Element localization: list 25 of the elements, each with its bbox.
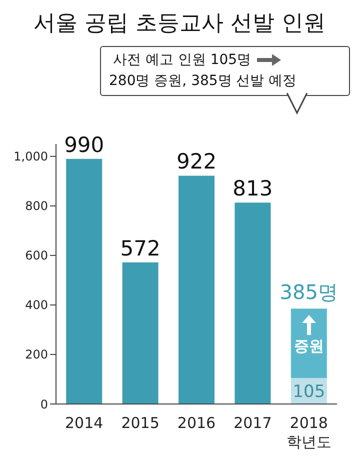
annotation: 증원 [294,337,324,356]
x-tick-label: 2015 [121,414,160,432]
x-tick-label: 2014 [65,414,104,432]
x-tick-label: 2016 [177,414,216,432]
data-label: 105 [292,382,326,402]
data-label: 922 [176,150,217,174]
y-tick-label: 800 [25,199,48,214]
bar [66,158,102,404]
chart-title: 서울 공립 초등교사 선발 인원 [32,10,326,38]
y-tick-label: 1,000 [14,150,48,164]
x-tick-label: 2017 [234,414,272,432]
bar [178,176,215,404]
data-label: 990 [64,132,104,157]
y-tick-label: 400 [25,298,48,312]
data-label: 572 [120,236,160,260]
y-tick-label: 200 [25,348,48,362]
data-label: 813 [232,176,273,201]
bar [290,308,327,378]
total-label: 385명 [278,278,339,306]
bar [234,202,271,404]
y-tick-label: 600 [25,248,48,263]
bar [122,262,158,404]
x-tick-label: 2018 학년도 [286,414,332,451]
y-tick-label: 0 [40,397,48,412]
callout: 사전 예고 인원 105명 280명 증원, 385명 선발 예정 [100,46,350,96]
